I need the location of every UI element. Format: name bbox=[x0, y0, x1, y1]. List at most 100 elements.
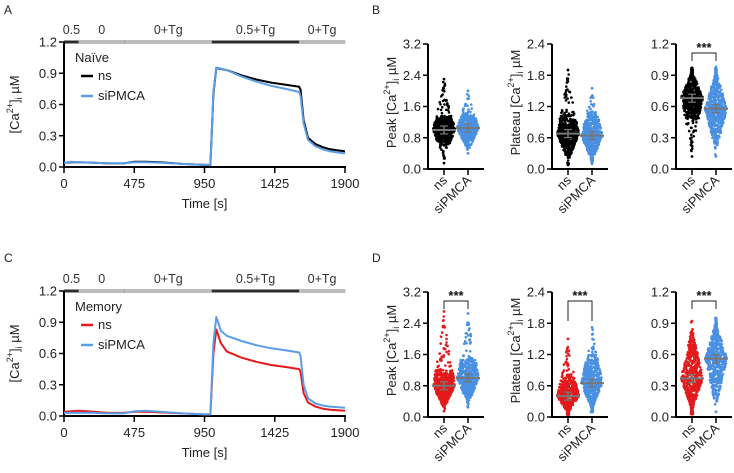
data-point bbox=[571, 388, 575, 391]
x-tick-label: 0 bbox=[60, 176, 67, 191]
data-point bbox=[706, 100, 709, 104]
data-point bbox=[433, 133, 437, 137]
data-point bbox=[442, 153, 445, 157]
y-tick-label: 1.2 bbox=[527, 99, 545, 114]
data-point bbox=[710, 85, 713, 88]
data-point bbox=[565, 146, 568, 150]
data-point bbox=[565, 369, 569, 372]
data-point bbox=[584, 136, 588, 140]
data-point bbox=[717, 120, 720, 123]
data-point bbox=[463, 371, 466, 374]
data-point bbox=[587, 118, 590, 122]
data-point bbox=[447, 349, 451, 353]
data-point bbox=[571, 147, 575, 150]
data-point bbox=[590, 162, 594, 166]
data-point bbox=[462, 363, 465, 366]
data-point bbox=[593, 141, 596, 145]
x-axis-title: Time [s] bbox=[182, 445, 228, 460]
data-point bbox=[471, 365, 474, 369]
y-tick-label: 2.4 bbox=[527, 37, 545, 52]
data-point bbox=[442, 315, 446, 318]
data-point bbox=[567, 73, 570, 76]
data-point bbox=[716, 143, 719, 146]
data-point bbox=[466, 148, 469, 151]
data-point bbox=[470, 107, 474, 110]
data-point bbox=[446, 102, 449, 105]
data-point bbox=[566, 97, 569, 100]
data-point bbox=[690, 126, 693, 130]
data-point bbox=[474, 122, 477, 126]
x-tick-label: 1425 bbox=[260, 425, 289, 440]
data-point bbox=[587, 115, 590, 119]
data-point bbox=[684, 104, 688, 108]
data-point bbox=[572, 370, 575, 374]
data-point bbox=[460, 117, 464, 120]
data-point bbox=[462, 354, 465, 357]
data-point bbox=[562, 117, 566, 120]
data-point bbox=[464, 114, 467, 117]
data-point bbox=[694, 80, 698, 83]
data-point bbox=[575, 398, 578, 401]
data-point bbox=[690, 133, 693, 136]
data-point bbox=[439, 342, 443, 345]
data-point bbox=[708, 98, 711, 102]
significance-bracket bbox=[443, 300, 469, 309]
x-tick-label: 0 bbox=[60, 425, 67, 440]
point-group-ns bbox=[432, 310, 456, 413]
data-point bbox=[690, 114, 693, 118]
data-point bbox=[586, 140, 590, 144]
data-point bbox=[573, 137, 576, 141]
data-point bbox=[562, 113, 566, 116]
y-tick-label: 0.6 bbox=[651, 99, 669, 114]
y-tick-label: 1.6 bbox=[403, 99, 421, 114]
data-point bbox=[716, 117, 719, 120]
data-point bbox=[442, 409, 446, 413]
data-point bbox=[565, 354, 568, 358]
protocol-segment bbox=[124, 40, 213, 44]
data-point bbox=[448, 361, 452, 364]
data-point bbox=[564, 115, 567, 119]
data-point bbox=[435, 115, 439, 118]
data-point bbox=[440, 148, 443, 151]
data-point bbox=[443, 103, 446, 106]
data-point bbox=[464, 374, 468, 377]
data-point bbox=[712, 98, 716, 101]
series-line-sipmca bbox=[63, 66, 346, 166]
data-point bbox=[447, 352, 451, 356]
data-point bbox=[445, 333, 448, 337]
y-tick-label: 1.8 bbox=[527, 68, 545, 83]
y-tick-label: 0.0 bbox=[403, 162, 421, 177]
data-point bbox=[569, 388, 572, 392]
protocol-segment bbox=[64, 289, 79, 293]
data-point bbox=[433, 373, 437, 376]
data-point bbox=[563, 125, 567, 128]
data-point bbox=[438, 357, 442, 361]
data-point bbox=[464, 364, 467, 368]
data-point bbox=[568, 156, 571, 159]
data-point bbox=[463, 384, 467, 388]
data-point bbox=[694, 114, 698, 118]
data-point bbox=[720, 88, 723, 92]
data-point bbox=[566, 163, 570, 167]
data-point bbox=[457, 372, 460, 376]
legend-label: ns bbox=[98, 68, 112, 83]
data-point bbox=[691, 72, 695, 75]
data-point bbox=[592, 152, 595, 156]
data-point bbox=[566, 80, 570, 83]
data-point bbox=[683, 109, 686, 113]
data-point bbox=[445, 394, 448, 398]
data-point bbox=[459, 381, 463, 385]
data-point bbox=[590, 144, 593, 148]
data-point bbox=[565, 358, 569, 361]
data-point bbox=[558, 120, 562, 124]
data-point bbox=[447, 109, 450, 112]
data-point bbox=[450, 119, 454, 123]
data-point bbox=[467, 110, 470, 113]
data-point bbox=[562, 145, 566, 148]
data-point bbox=[440, 111, 444, 115]
data-point bbox=[561, 370, 565, 374]
data-point bbox=[435, 386, 439, 390]
data-point bbox=[436, 107, 440, 111]
data-point bbox=[588, 132, 591, 136]
